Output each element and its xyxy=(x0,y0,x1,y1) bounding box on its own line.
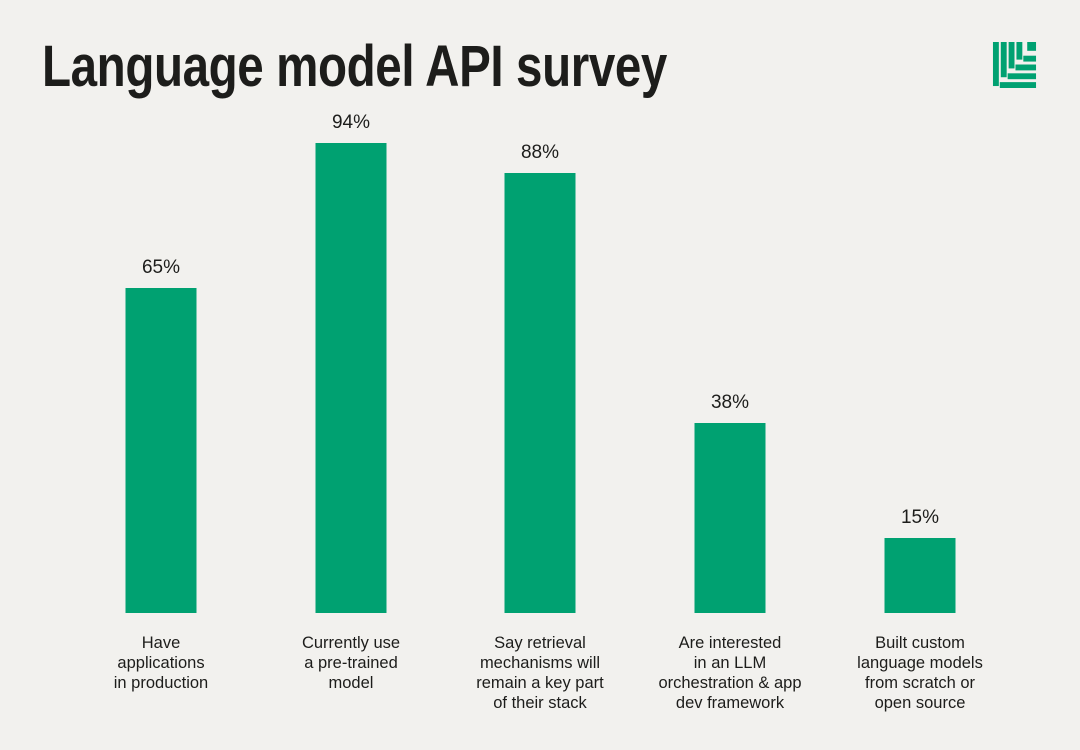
bar-category-label: Are interested in an LLM orchestration &… xyxy=(658,634,802,712)
bar-value-label: 65% xyxy=(141,257,181,278)
bar-group-llm-orchestration: 38% Are interested in an LLM orchestrati… xyxy=(630,0,830,750)
bar xyxy=(504,173,576,613)
bar xyxy=(315,143,387,613)
bar-value-label: 15% xyxy=(900,507,940,528)
bar-value-label: 38% xyxy=(710,392,750,413)
bar-group-custom-models: 15% Built custom language models from sc… xyxy=(820,0,1020,750)
bar-category-label: Say retrieval mechanisms will remain a k… xyxy=(476,634,604,712)
bar-group-applications-in-production: 65% Have applications in production xyxy=(61,0,261,750)
bar-value-label: 94% xyxy=(331,112,371,133)
bar-group-retrieval-mechanisms: 88% Say retrieval mechanisms will remain… xyxy=(440,0,640,750)
striped-leaf-logo-icon xyxy=(992,42,1037,88)
bar-value-label: 88% xyxy=(520,142,560,163)
bar xyxy=(694,423,766,613)
bar xyxy=(884,538,956,613)
bar xyxy=(125,288,197,613)
bar-category-label: Have applications in production xyxy=(113,634,209,692)
bar-group-pretrained-model: 94% Currently use a pre-trained model xyxy=(251,0,451,750)
bar-category-label: Currently use a pre-trained model xyxy=(301,634,401,692)
page-title: Language model API survey xyxy=(42,34,667,99)
bar-category-label: Built custom language models from scratc… xyxy=(857,634,983,712)
